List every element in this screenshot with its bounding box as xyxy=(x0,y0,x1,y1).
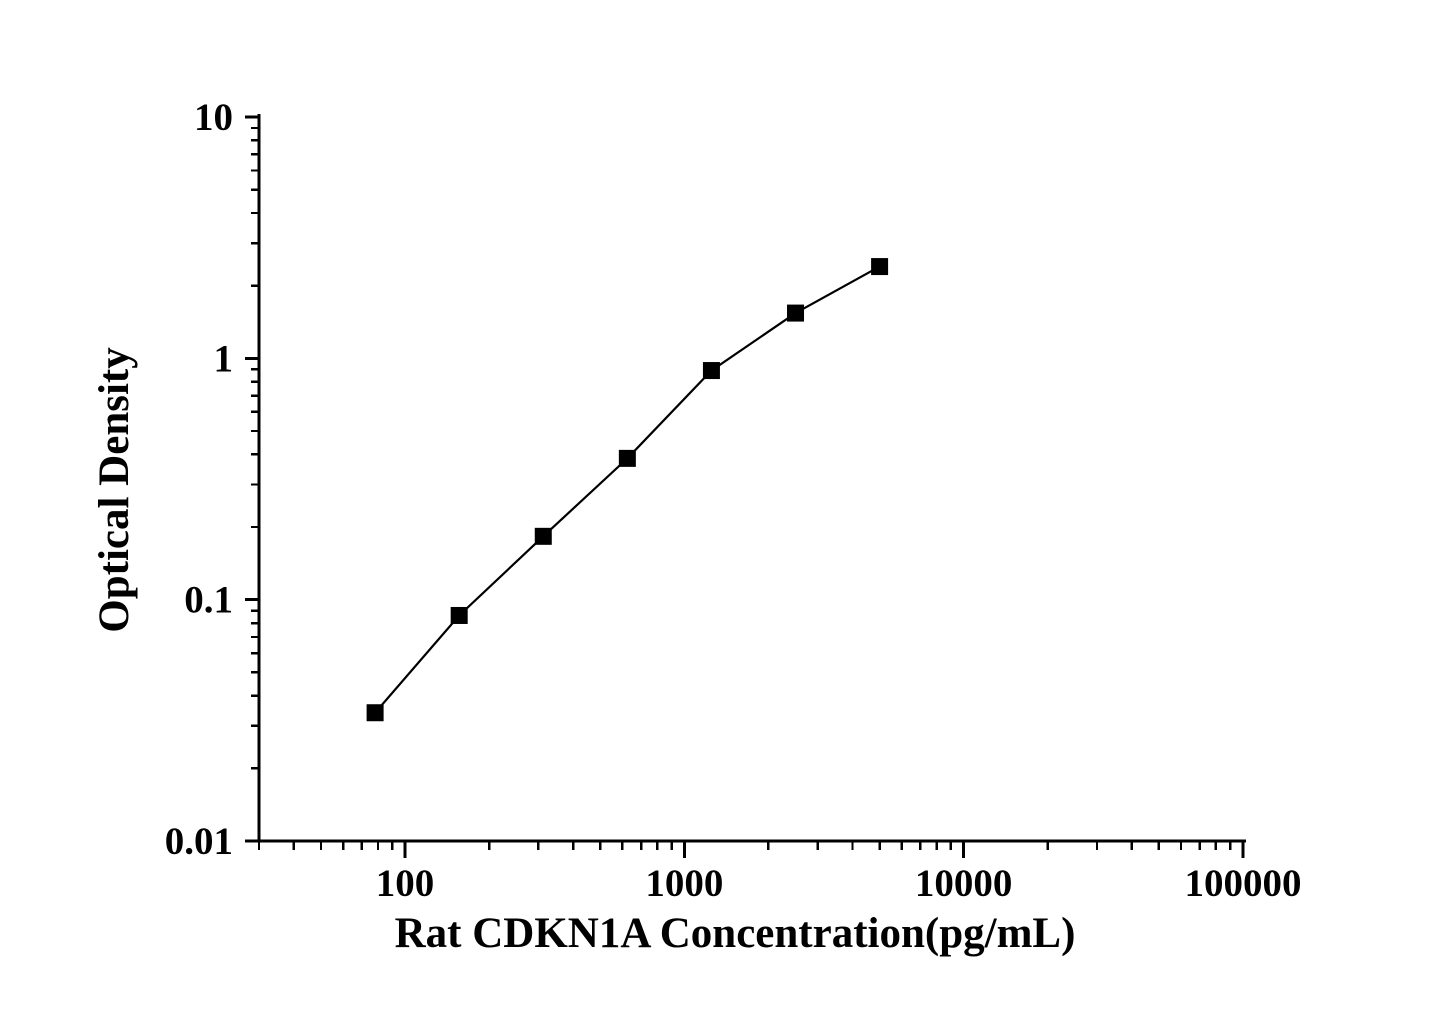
y-axis-title: Optical Density xyxy=(91,347,138,633)
data-point-marker xyxy=(787,304,805,322)
y-tick-labels: 10 1 0.1 0.01 xyxy=(165,96,233,863)
y-tick-label: 10 xyxy=(194,96,233,139)
axes-frame xyxy=(257,114,1246,843)
y-major-ticks xyxy=(245,115,259,843)
data-point-marker xyxy=(871,258,889,276)
x-tick-label: 100000 xyxy=(1185,862,1302,905)
y-tick-label: 1 xyxy=(214,337,234,380)
x-axis-title: Rat CDKN1A Concentration(pg/mL) xyxy=(395,910,1076,957)
y-tick-label: 0.01 xyxy=(165,820,233,863)
data-point-marker xyxy=(618,449,636,467)
x-tick-label: 1000 xyxy=(645,862,723,905)
y-tick-label: 0.1 xyxy=(184,579,233,622)
data-point-marker xyxy=(450,606,468,624)
x-tick-label: 10000 xyxy=(915,862,1013,905)
x-minor-ticks xyxy=(257,841,1232,850)
data-point-marker xyxy=(702,362,720,380)
x-major-ticks xyxy=(403,841,1245,858)
data-point-marker xyxy=(366,704,384,722)
standard-curve-line xyxy=(374,265,881,714)
x-tick-labels: 100 1000 10000 100000 xyxy=(376,862,1302,905)
data-point-marker xyxy=(534,527,552,545)
data-points xyxy=(366,258,889,722)
y-minor-ticks xyxy=(251,126,259,770)
x-tick-label: 100 xyxy=(376,862,435,905)
